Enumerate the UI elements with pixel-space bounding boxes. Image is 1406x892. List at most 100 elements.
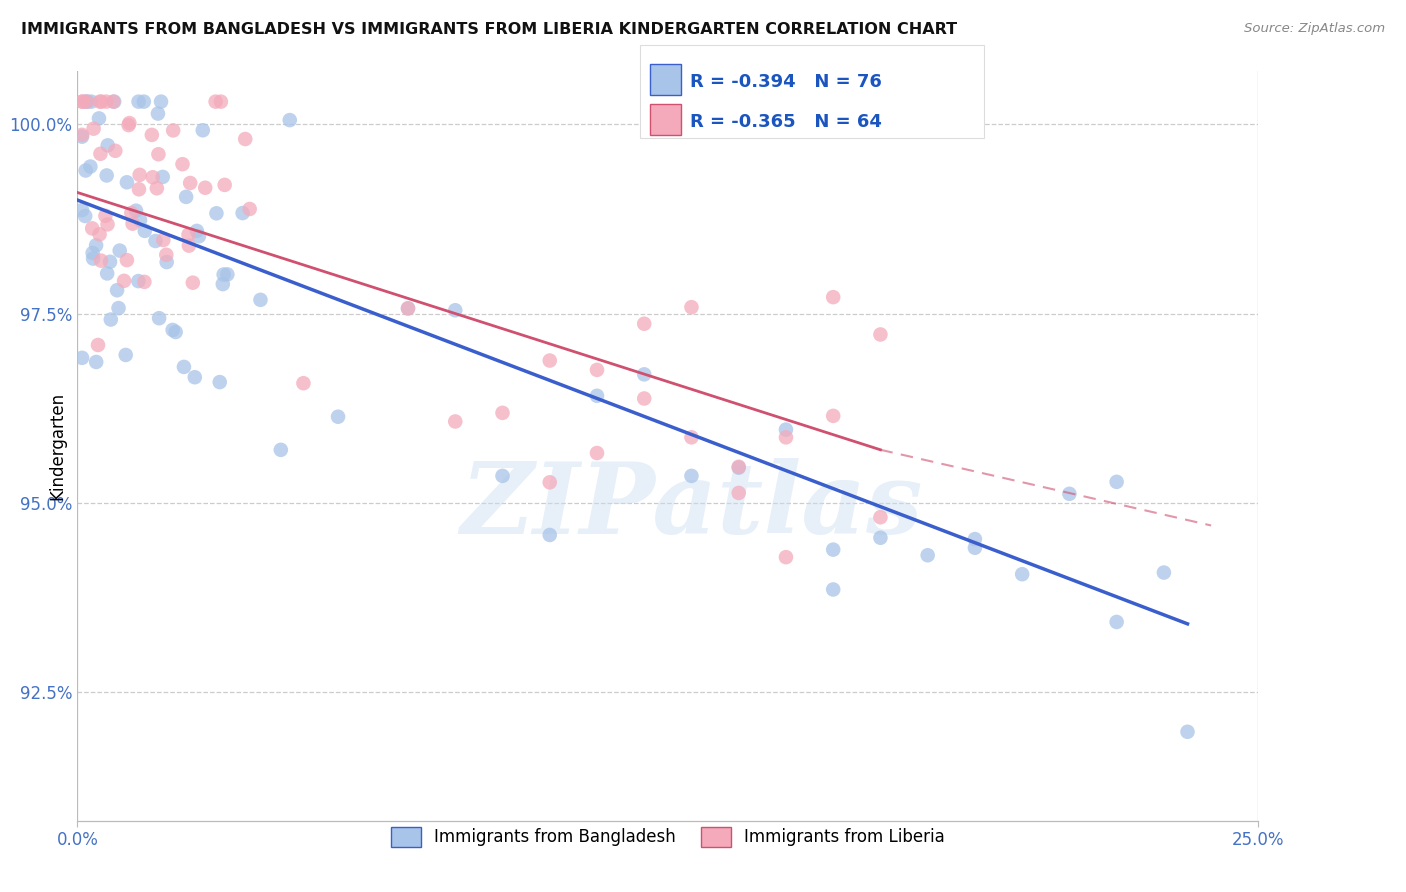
Point (75, 163, 97, 178)
Point (121, 217, 143, 231)
Point (208, 375, 231, 389)
Point (128, 168, 150, 182)
Point (152, 233, 174, 247)
Point (823, 582, 845, 597)
Legend: Immigrants from Bangladesh, Immigrants from Liberia: Immigrants from Bangladesh, Immigrants f… (384, 820, 952, 854)
Point (108, 244, 131, 258)
Point (70, 351, 93, 365)
Point (76, 95, 98, 109)
Point (270, 442, 292, 457)
Point (97, 138, 120, 153)
Point (75, 95, 97, 109)
Point (823, 409, 845, 423)
Point (162, 323, 184, 337)
Point (156, 255, 179, 269)
Point (105, 283, 128, 297)
Point (112, 274, 135, 288)
Point (107, 301, 129, 315)
Point (118, 116, 141, 130)
Point (869, 510, 891, 524)
Point (145, 234, 167, 248)
Point (70, 128, 93, 142)
Point (134, 224, 156, 238)
Point (120, 206, 142, 220)
Point (83, 121, 105, 136)
Point (181, 276, 204, 290)
Point (1059, 487, 1081, 501)
Point (148, 147, 170, 161)
Point (84, 238, 107, 252)
Point (115, 253, 138, 268)
Point (1105, 615, 1128, 629)
Point (681, 300, 703, 314)
Point (775, 550, 797, 565)
Point (184, 370, 207, 384)
Point (212, 268, 235, 282)
Point (869, 327, 891, 342)
Point (538, 353, 561, 368)
Point (96, 169, 118, 183)
Text: R = -0.394   N = 76: R = -0.394 N = 76 (690, 73, 882, 91)
Point (142, 170, 165, 185)
Point (917, 548, 939, 562)
Point (70, 95, 93, 109)
Point (205, 206, 228, 220)
Point (727, 460, 749, 475)
Point (633, 368, 655, 382)
Point (209, 95, 232, 109)
Point (633, 317, 655, 331)
Point (186, 224, 208, 238)
Point (129, 213, 152, 227)
Point (125, 203, 148, 218)
Point (177, 227, 200, 242)
Point (963, 532, 986, 546)
Point (292, 376, 315, 391)
Point (491, 406, 513, 420)
Point (75, 209, 97, 223)
Point (586, 389, 609, 403)
Point (326, 409, 349, 424)
Point (396, 301, 419, 316)
Point (1105, 475, 1128, 489)
Point (162, 123, 184, 137)
Point (869, 531, 891, 545)
Point (152, 169, 174, 184)
Point (89, 146, 111, 161)
Point (538, 475, 561, 490)
Point (214, 178, 236, 192)
Point (278, 113, 301, 128)
Point (115, 175, 138, 189)
Point (127, 274, 149, 288)
Point (775, 423, 797, 437)
Point (217, 268, 239, 282)
Point (89, 227, 111, 242)
Point (681, 469, 703, 483)
Point (82, 252, 104, 266)
Text: Source: ZipAtlas.com: Source: ZipAtlas.com (1244, 22, 1385, 36)
Point (90, 95, 112, 109)
Point (963, 541, 986, 555)
Point (1177, 724, 1199, 739)
Point (117, 118, 139, 132)
Point (134, 275, 156, 289)
Point (103, 95, 125, 109)
Point (775, 430, 797, 444)
Y-axis label: Kindergarten: Kindergarten (48, 392, 66, 500)
Point (76, 95, 98, 109)
Point (103, 95, 125, 109)
Point (727, 486, 749, 500)
Point (211, 277, 233, 291)
Text: IMMIGRANTS FROM BANGLADESH VS IMMIGRANTS FROM LIBERIA KINDERGARTEN CORRELATION C: IMMIGRANTS FROM BANGLADESH VS IMMIGRANTS… (21, 22, 957, 37)
Point (146, 106, 169, 120)
Point (187, 229, 209, 244)
Point (128, 95, 150, 109)
Point (177, 238, 200, 252)
Point (173, 359, 195, 374)
Point (586, 363, 609, 377)
Point (96, 218, 118, 232)
Point (96, 95, 118, 109)
Point (94, 209, 117, 223)
Point (396, 301, 419, 316)
Point (727, 459, 749, 474)
Point (681, 430, 703, 444)
